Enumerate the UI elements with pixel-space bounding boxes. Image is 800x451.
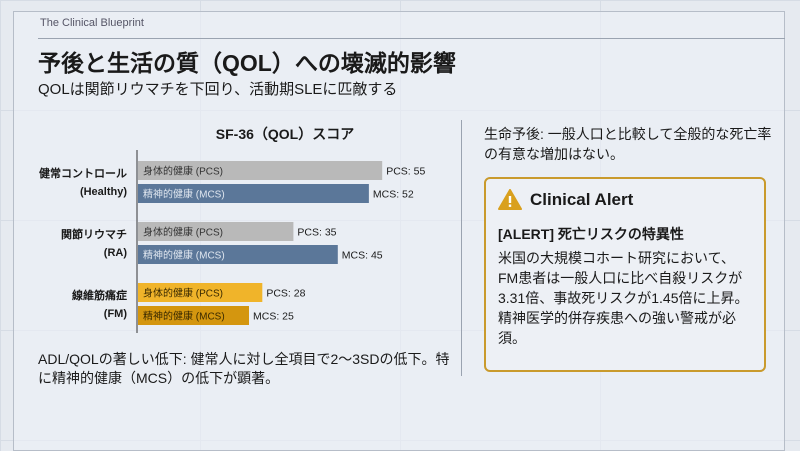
category-code-label: (RA) [104,247,128,259]
bar-inner-label: 精神的健康 (MCS) [143,188,225,201]
data-label: MCS: 25 [253,311,294,323]
header-divider [38,38,785,39]
bar-inner-label: 身体的健康 (PCS) [143,287,223,300]
chart-title: SF-36（QOL）スコア [215,126,355,142]
alert-heading: Clinical Alert [530,189,634,209]
bar-inner-label: 精神的健康 (MCS) [143,310,225,323]
column-divider [461,120,462,376]
data-label: PCS: 35 [297,227,336,239]
brand-label: The Clinical Blueprint [40,17,144,29]
data-label: MCS: 52 [373,189,414,201]
alert-subheading: [ALERT] 死亡リスクの特異性 [498,226,684,242]
warning-triangle-icon [498,189,522,210]
data-label: PCS: 28 [266,288,305,300]
bar-pcs [138,222,294,241]
page-title: 予後と生活の質（QOL）への壊滅的影響 [38,50,456,76]
bar-pcs [138,161,383,180]
bar-pcs [138,283,263,302]
category-label: 関節リウマチ [61,227,127,241]
category-label: 健常コントロール [39,166,127,180]
bar-inner-label: 精神的健康 (MCS) [143,249,225,262]
adl-note: ADL/QOLの著しい低下: 健常人に対し全項目で2〜3SDの低下。特に精神的健… [38,351,450,386]
bar-mcs [138,184,369,203]
category-label: 線維筋痛症 [72,288,127,302]
category-code-label: (FM) [104,308,128,320]
bar-inner-label: 身体的健康 (PCS) [143,165,223,178]
page-subtitle: QOLは関節リウマチを下回り、活動期SLEに匹敵する [38,81,398,98]
bar-mcs [138,245,338,264]
alert-body: 米国の大規模コホート研究において、FM患者は一般人口に比べ自殺リスクが3.31倍… [498,250,749,346]
prognosis-text: 生命予後: 一般人口と比較して全般的な死亡率の有意な増加はない。 [484,126,772,162]
data-label: MCS: 45 [342,250,383,262]
bar-inner-label: 身体的健康 (PCS) [143,226,223,239]
bar-mcs [138,306,249,325]
data-label: PCS: 55 [386,166,425,178]
category-code-label: (Healthy) [80,186,127,198]
sf36-bar-chart: 健常コントロール (Healthy) 身体的健康 (PCS) PCS: 55 精神的健康… [39,150,425,333]
clinical-alert-box: Clinical Alert [ALERT] 死亡リスクの特異性 米国の大規模コ… [484,177,766,372]
